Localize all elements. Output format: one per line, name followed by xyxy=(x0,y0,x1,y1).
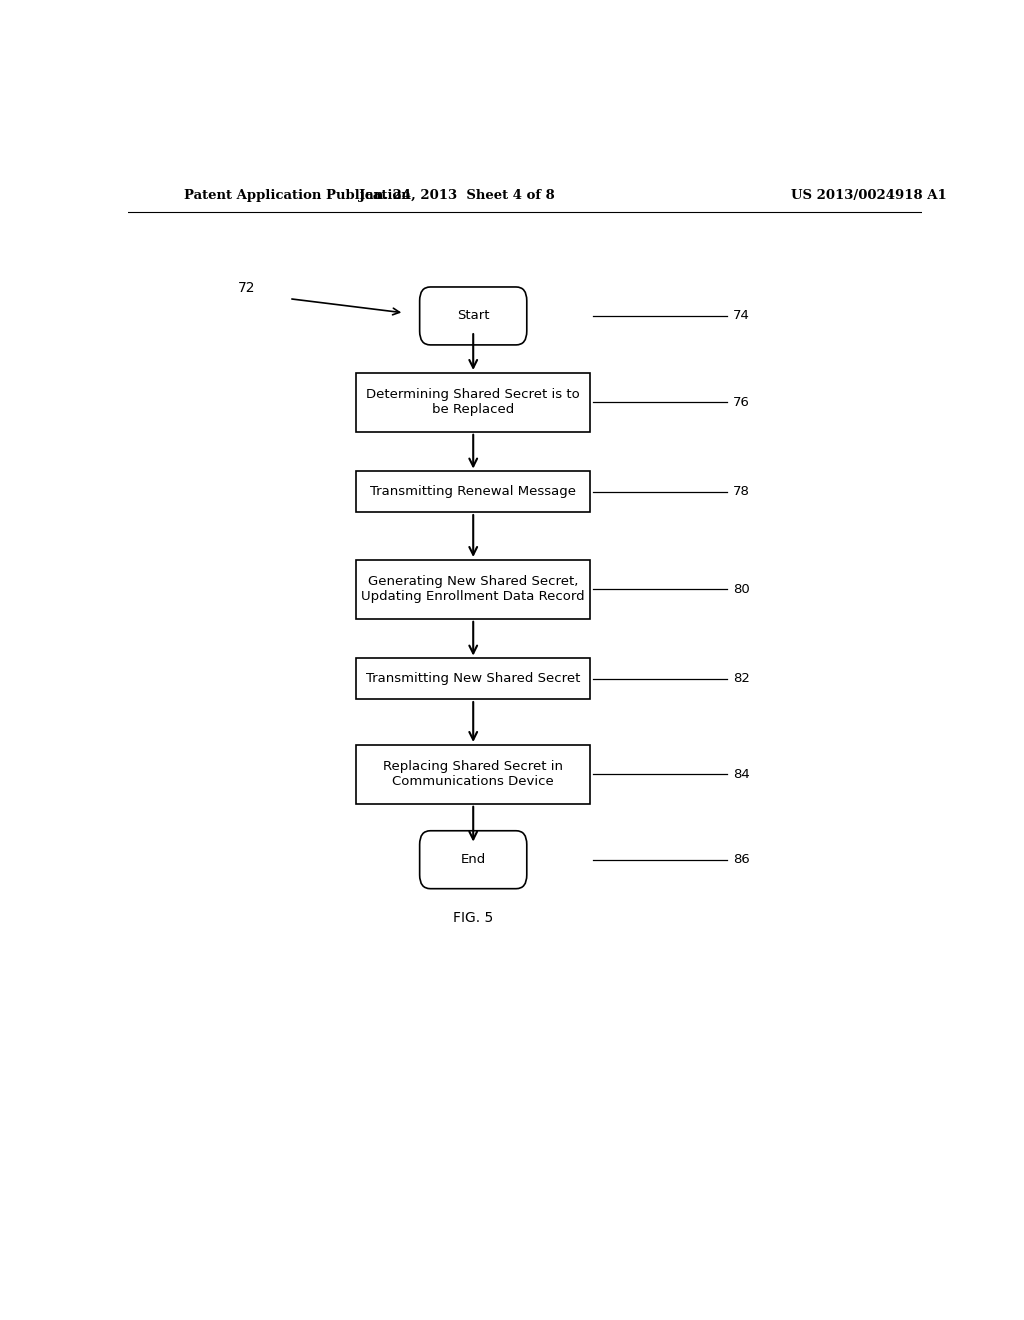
Text: Patent Application Publication: Patent Application Publication xyxy=(183,189,411,202)
Text: 72: 72 xyxy=(238,281,255,296)
Bar xyxy=(356,744,590,804)
Text: Start: Start xyxy=(457,309,489,322)
Text: Generating New Shared Secret,
Updating Enrollment Data Record: Generating New Shared Secret, Updating E… xyxy=(361,576,585,603)
Text: Transmitting New Shared Secret: Transmitting New Shared Secret xyxy=(366,672,581,685)
FancyBboxPatch shape xyxy=(420,830,526,888)
Bar xyxy=(356,372,590,432)
Text: FIG. 5: FIG. 5 xyxy=(453,911,494,924)
Text: 76: 76 xyxy=(733,396,750,409)
Text: 80: 80 xyxy=(733,583,750,595)
Text: 82: 82 xyxy=(733,672,750,685)
Text: Determining Shared Secret is to
be Replaced: Determining Shared Secret is to be Repla… xyxy=(367,388,580,416)
Text: US 2013/0024918 A1: US 2013/0024918 A1 xyxy=(791,189,946,202)
FancyBboxPatch shape xyxy=(420,286,526,345)
Bar xyxy=(356,659,590,700)
Text: Jan. 24, 2013  Sheet 4 of 8: Jan. 24, 2013 Sheet 4 of 8 xyxy=(359,189,555,202)
Text: End: End xyxy=(461,853,485,866)
Bar xyxy=(356,560,590,619)
Bar xyxy=(356,471,590,512)
Text: Transmitting Renewal Message: Transmitting Renewal Message xyxy=(371,486,577,498)
Text: 74: 74 xyxy=(733,309,750,322)
Text: 84: 84 xyxy=(733,768,750,781)
Text: 86: 86 xyxy=(733,853,750,866)
Text: 78: 78 xyxy=(733,486,750,498)
Text: Replacing Shared Secret in
Communications Device: Replacing Shared Secret in Communication… xyxy=(383,760,563,788)
